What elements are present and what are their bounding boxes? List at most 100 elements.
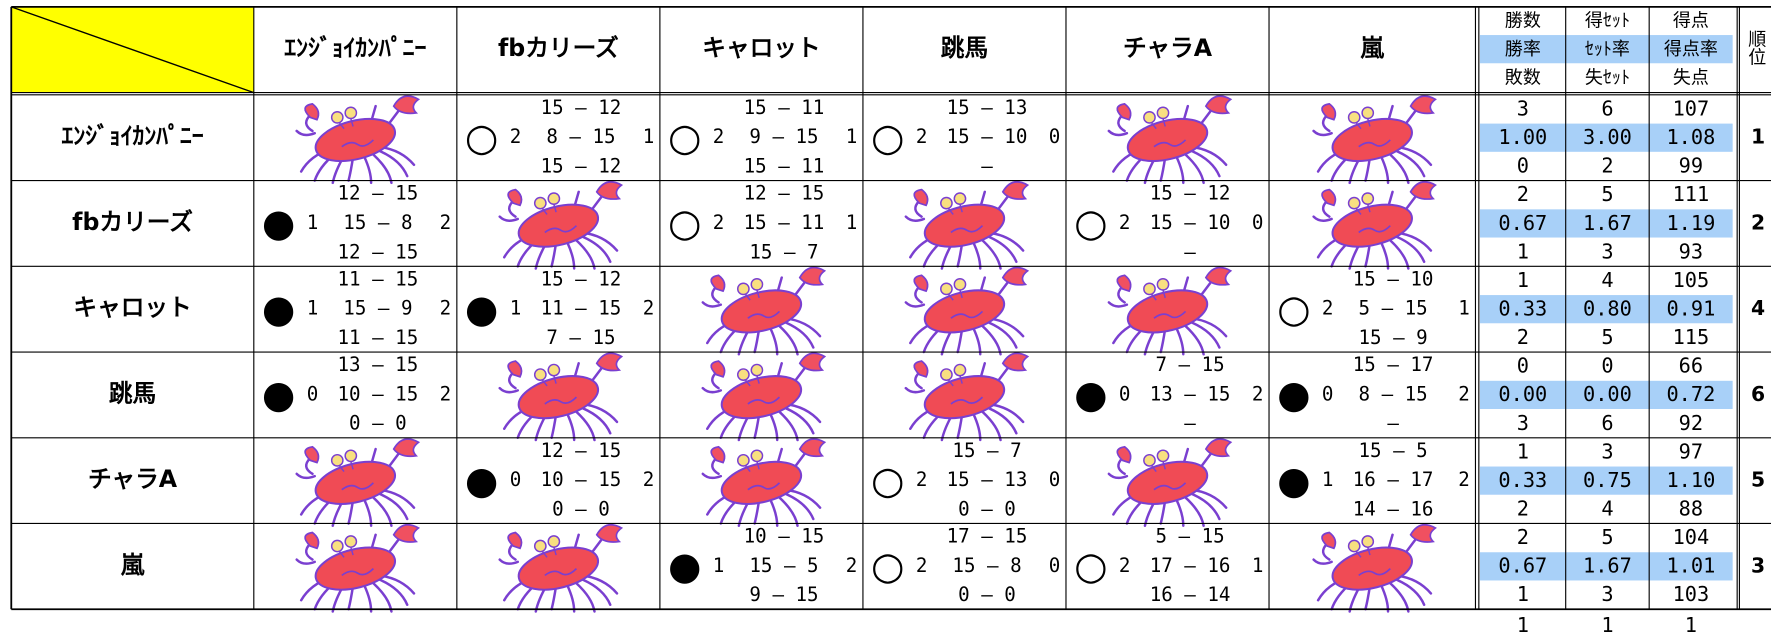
header-team: 嵐 — [1360, 34, 1384, 62]
stat-value: 0.33 — [1498, 297, 1547, 321]
stat-value: 1.00 — [1498, 125, 1547, 149]
corner-diagonal — [11, 6, 255, 94]
sets-lost: 1 — [846, 211, 858, 234]
rank-value: 5 — [1751, 468, 1765, 492]
rank-value: 6 — [1751, 382, 1765, 406]
stat-band — [1479, 35, 1733, 64]
score-top: 15 — 13 — [947, 96, 1028, 119]
sets-lost: 1 — [643, 125, 655, 148]
score-mid: 10 — 15 — [338, 382, 419, 405]
sets-lost: 1 — [846, 125, 858, 148]
stat-value: 0.67 — [1498, 211, 1547, 235]
score-top: 15 — 12 — [1150, 182, 1231, 205]
stat-header: 失ｾｯﾄ — [1585, 68, 1630, 89]
footer-value: 1 — [1601, 613, 1613, 633]
sets-won: 2 — [713, 211, 725, 234]
sets-lost: 2 — [1458, 382, 1470, 405]
sets-won: 1 — [307, 297, 319, 320]
stat-band — [1479, 552, 1733, 581]
stat-value: 103 — [1673, 582, 1710, 606]
score-top: 17 — 15 — [947, 525, 1028, 548]
stat-header: ｾｯﾄ率 — [1585, 39, 1630, 60]
rank-header: 順位 — [1745, 29, 1766, 65]
stat-header: 得点率 — [1664, 39, 1718, 60]
sets-lost: 2 — [1458, 468, 1470, 491]
sets-lost: 2 — [440, 297, 452, 320]
stat-value: 111 — [1673, 182, 1710, 206]
stat-value: 6 — [1601, 411, 1613, 435]
crab-cell — [904, 266, 1029, 356]
stat-band — [1479, 123, 1733, 152]
result-mark: ● — [262, 287, 295, 332]
score-mid: 15 — 8 — [343, 211, 412, 234]
sets-won: 1 — [307, 211, 319, 234]
score-top: 15 — 12 — [541, 96, 622, 119]
sets-won: 2 — [916, 468, 928, 491]
score-bottom: 15 — 7 — [749, 240, 818, 263]
stat-value: 1 — [1517, 268, 1529, 292]
stat-value: 1.67 — [1583, 554, 1632, 578]
score-top: 13 — 15 — [338, 353, 419, 376]
result-mark: ○ — [1074, 201, 1107, 246]
stat-value: 1 — [1517, 239, 1529, 263]
score-mid: 15 — 11 — [744, 211, 825, 234]
stat-header: 勝数 — [1505, 11, 1541, 32]
score-bottom: 11 — 15 — [338, 326, 419, 349]
stat-value: 0.72 — [1666, 382, 1715, 406]
sets-lost: 0 — [1049, 468, 1061, 491]
score-bottom: — — [1387, 412, 1399, 435]
crab-cell — [701, 437, 826, 527]
row-team: 跳馬 — [109, 379, 156, 407]
sets-won: 1 — [510, 297, 522, 320]
sets-lost: 1 — [1458, 297, 1470, 320]
stat-value: 107 — [1673, 97, 1710, 121]
stat-value: 5 — [1601, 182, 1613, 206]
score-top: 15 — 12 — [541, 267, 622, 290]
stat-header: 得ｾｯﾄ — [1585, 11, 1630, 32]
score-mid: 5 — 15 — [1359, 297, 1428, 320]
stat-value: 88 — [1679, 497, 1703, 521]
result-mark: ● — [262, 201, 295, 246]
sets-lost: 2 — [440, 211, 452, 234]
stat-value: 3 — [1601, 239, 1613, 263]
crab-cell — [1312, 523, 1437, 613]
stat-value: 5 — [1601, 325, 1613, 349]
header-team: ｴﾝｼﾞｮｲｶﾝﾊﾟﾆｰ — [284, 34, 426, 62]
footer-value: 1 — [1685, 613, 1697, 633]
score-bottom: 0 — 0 — [349, 412, 407, 435]
stat-value: 0.91 — [1666, 297, 1715, 321]
sets-won: 0 — [1119, 382, 1131, 405]
stat-band — [1479, 209, 1733, 238]
score-top: 15 — 7 — [952, 439, 1021, 462]
sets-won: 0 — [510, 468, 522, 491]
score-mid: 15 — 10 — [947, 125, 1028, 148]
result-mark: ○ — [465, 115, 498, 160]
stat-value: 1.01 — [1666, 554, 1715, 578]
score-mid: 10 — 15 — [541, 468, 622, 491]
sets-won: 2 — [1119, 554, 1131, 577]
stat-value: 1.67 — [1583, 211, 1632, 235]
score-top: 5 — 15 — [1155, 525, 1224, 548]
score-mid: 15 — 8 — [952, 554, 1021, 577]
stat-value: 4 — [1601, 268, 1613, 292]
stat-value: 1.08 — [1666, 125, 1715, 149]
stat-value: 0.33 — [1498, 468, 1547, 492]
score-mid: 15 — 5 — [749, 554, 818, 577]
stat-value: 0.67 — [1498, 554, 1547, 578]
score-top: 7 — 15 — [1155, 353, 1224, 376]
sets-lost: 2 — [440, 382, 452, 405]
stat-value: 2 — [1517, 182, 1529, 206]
crab-cell — [295, 94, 420, 185]
score-top: 12 — 15 — [744, 182, 825, 205]
rank-value: 2 — [1751, 210, 1765, 234]
score-top: 10 — 15 — [744, 525, 825, 548]
stat-value: 3 — [1601, 439, 1613, 463]
stat-value: 92 — [1679, 411, 1703, 435]
result-mark: ● — [1277, 373, 1310, 418]
sets-lost: 0 — [1049, 554, 1061, 577]
crab-cell — [295, 523, 420, 613]
sets-won: 0 — [307, 382, 319, 405]
score-mid: 17 — 16 — [1150, 554, 1231, 577]
stat-value: 0 — [1517, 354, 1529, 378]
score-mid: 9 — 15 — [749, 125, 818, 148]
